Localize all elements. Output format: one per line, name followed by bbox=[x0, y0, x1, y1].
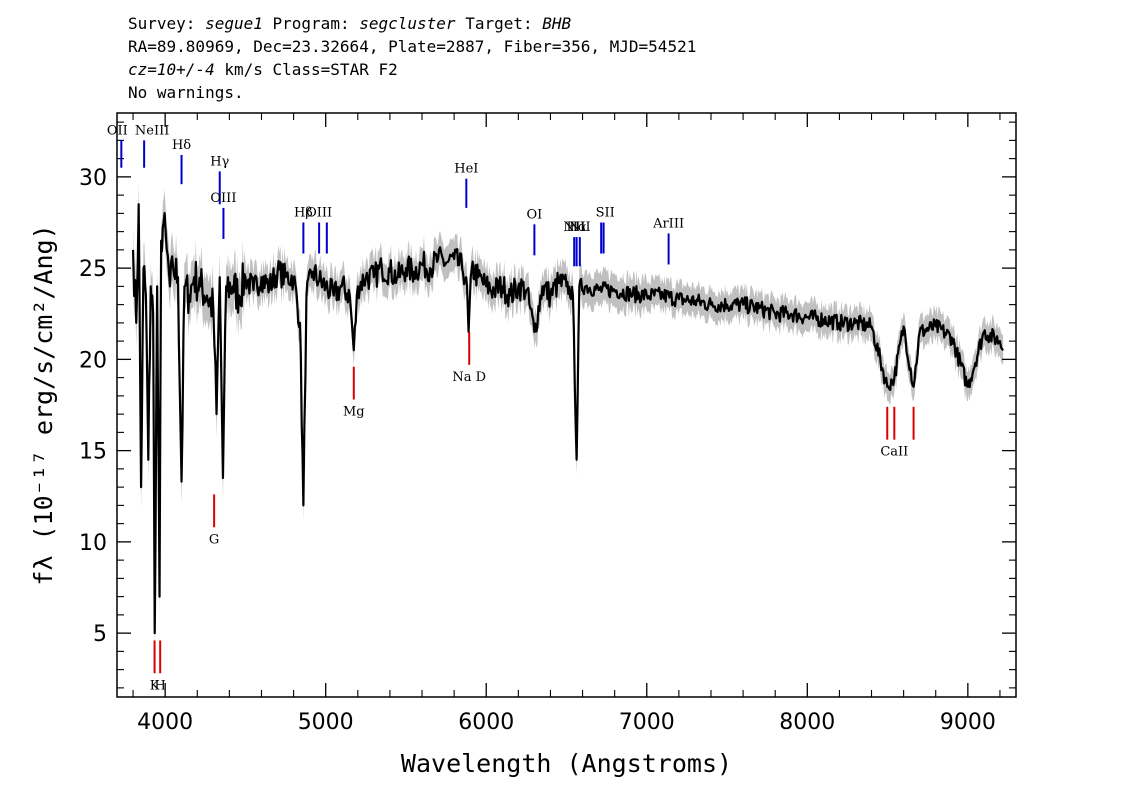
x-axis-title: Wavelength (Angstroms) bbox=[401, 749, 732, 778]
spectrum-line bbox=[131, 203, 1004, 635]
x-tick-label: 9000 bbox=[940, 710, 996, 735]
absorption-line-label: H bbox=[155, 678, 166, 693]
emission-line-label: OII bbox=[107, 123, 128, 138]
header-line-coordinates: RA=89.80969, Dec=23.32664, Plate=2887, F… bbox=[128, 37, 697, 56]
y-tick-label: 5 bbox=[93, 622, 107, 647]
emission-line-label: OIII bbox=[210, 191, 236, 206]
emission-line-label: NeIII bbox=[135, 123, 169, 138]
spectrum-header: Survey: segue1 Program: segcluster Targe… bbox=[128, 12, 696, 104]
x-tick-label: 7000 bbox=[619, 710, 675, 735]
emission-line-label: NII bbox=[569, 220, 591, 235]
x-tick-label: 8000 bbox=[779, 710, 835, 735]
absorption-line-label: CaII bbox=[880, 445, 908, 460]
emission-line-label: OIII bbox=[306, 206, 332, 221]
y-tick-label: 25 bbox=[79, 257, 107, 282]
emission-line-label: NII bbox=[563, 220, 585, 235]
program-value: segcluster bbox=[359, 14, 456, 33]
x-tick-label: 4000 bbox=[137, 710, 193, 735]
y-tick-label: 20 bbox=[79, 348, 107, 373]
y-axis-title: fλ (10⁻¹⁷ erg/s/cm²/Ang) bbox=[29, 224, 58, 585]
y-tick-label: 30 bbox=[79, 166, 107, 191]
emission-line-label: Hβ bbox=[294, 206, 313, 221]
class-text: km/s Class=STAR F2 bbox=[214, 60, 398, 79]
header-line-survey: Survey: segue1 Program: segcluster Targe… bbox=[128, 12, 696, 35]
emission-line-label: OI bbox=[526, 207, 542, 222]
header-line-redshift: cz=10+/-4 km/s Class=STAR F2 bbox=[128, 58, 696, 81]
absorption-line-label: G bbox=[209, 532, 219, 547]
absorption-line-label: K bbox=[150, 678, 160, 693]
plot-area bbox=[131, 180, 1004, 657]
program-label: Program: bbox=[272, 14, 350, 33]
emission-line-label: Hγ bbox=[210, 154, 229, 169]
cz-value: cz=10+/-4 bbox=[128, 60, 215, 79]
survey-label: Survey: bbox=[128, 14, 196, 33]
y-tick-label: 15 bbox=[79, 440, 107, 465]
survey-value: segue1 bbox=[205, 14, 263, 33]
emission-line-label: Hα bbox=[567, 220, 587, 235]
emission-line-label: SII bbox=[596, 206, 615, 221]
y-tick-label: 10 bbox=[79, 531, 107, 556]
error-band bbox=[133, 180, 1004, 657]
header-line-warnings: No warnings. bbox=[128, 83, 244, 102]
line-markers: OII NeIIIHδHγOIIIHβOIIIHeIOINIIHαNIISIIAr… bbox=[107, 123, 915, 693]
emission-line-label: ArIII bbox=[652, 216, 684, 231]
plot-frame bbox=[116, 112, 1017, 698]
target-value: BHB bbox=[542, 14, 572, 33]
x-tick-label: 5000 bbox=[298, 710, 354, 735]
emission-line-label: HeI bbox=[454, 162, 478, 177]
target-label: Target: bbox=[465, 14, 533, 33]
absorption-line-label: Mg bbox=[343, 405, 365, 420]
absorption-line-label: Na D bbox=[452, 370, 486, 385]
x-tick-label: 6000 bbox=[458, 710, 514, 735]
emission-line-label: Hδ bbox=[172, 138, 191, 153]
axis-ticks: 4000 5000 6000 7000 8000 9000 5 10 15 20 25 30 bbox=[79, 113, 1016, 735]
